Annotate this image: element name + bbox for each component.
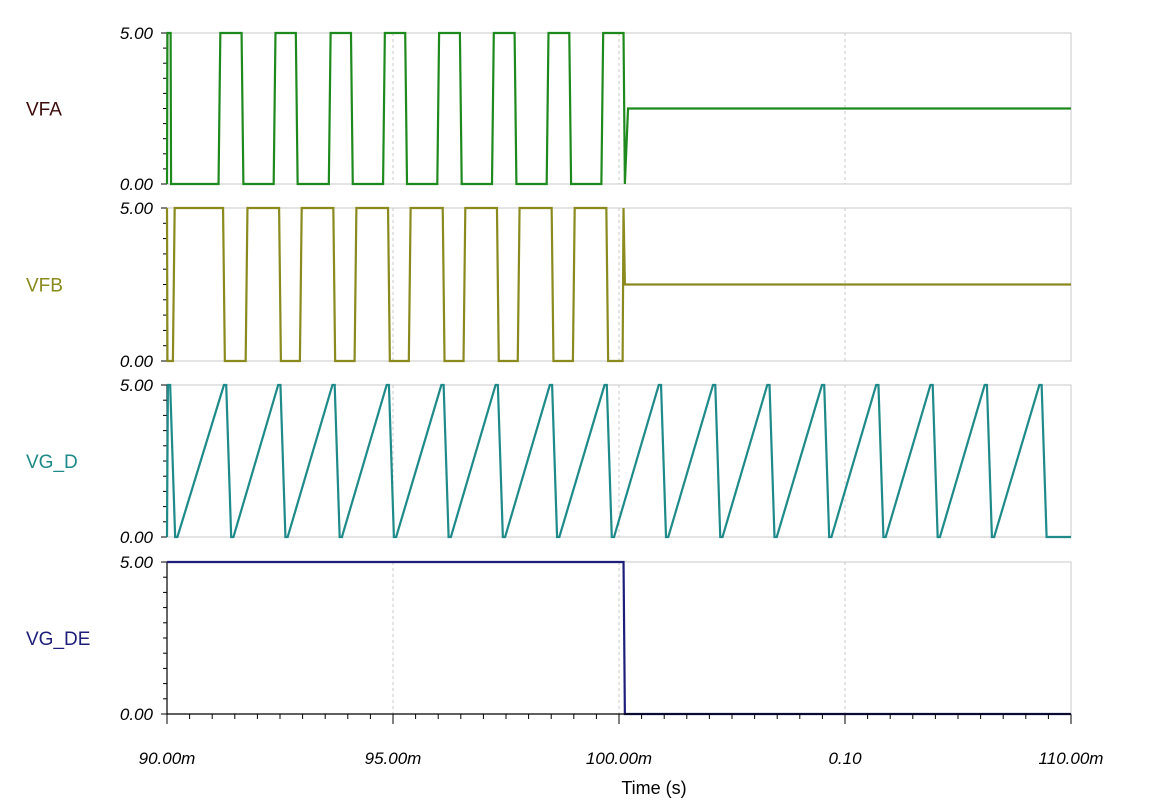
x-tick-label: 95.00m xyxy=(365,749,422,768)
x-axis: 90.00m 95.00m 100.00m 0.10 110.00m xyxy=(139,713,1104,768)
panel-vfb: 5.00 0.00 VFB xyxy=(26,199,1072,371)
series-line xyxy=(165,383,1071,539)
x-tick-label: 110.00m xyxy=(1039,749,1104,768)
y-tick-label: 0.00 xyxy=(120,528,154,547)
y-tick-label: 5.00 xyxy=(120,376,154,395)
series-line xyxy=(165,31,1071,186)
y-tick-label: 0.00 xyxy=(120,705,154,724)
series-label: VFA xyxy=(26,100,62,121)
series-line xyxy=(165,206,1071,363)
x-tick-label: 90.00m xyxy=(139,749,196,768)
x-tick-label: 100.00m xyxy=(586,749,652,768)
y-tick-label: 5.00 xyxy=(120,199,154,218)
y-tick-label: 5.00 xyxy=(120,553,154,572)
x-tick-label: 0.10 xyxy=(828,749,862,768)
panel-vg-de: 5.00 0.00 VG_DE xyxy=(26,553,1072,724)
chart-panels: 5.00 0.00 VFA 5.00 0.00 VFB 5.00 0.00 VG_D 5.00 0.… xyxy=(26,24,1072,724)
y-tick-label: 0.00 xyxy=(120,175,154,194)
series-line xyxy=(167,560,1071,716)
x-axis-label: Time (s) xyxy=(621,778,686,798)
series-label: VG_D xyxy=(26,452,78,473)
y-tick-label: 0.00 xyxy=(120,352,154,371)
series-label: VFB xyxy=(26,276,63,297)
panel-vfa: 5.00 0.00 VFA xyxy=(26,24,1072,194)
y-tick-label: 5.00 xyxy=(120,24,154,43)
panel-frame xyxy=(166,561,1072,715)
series-label: VG_DE xyxy=(26,629,90,650)
panel-vg-d: 5.00 0.00 VG_D xyxy=(26,376,1072,547)
